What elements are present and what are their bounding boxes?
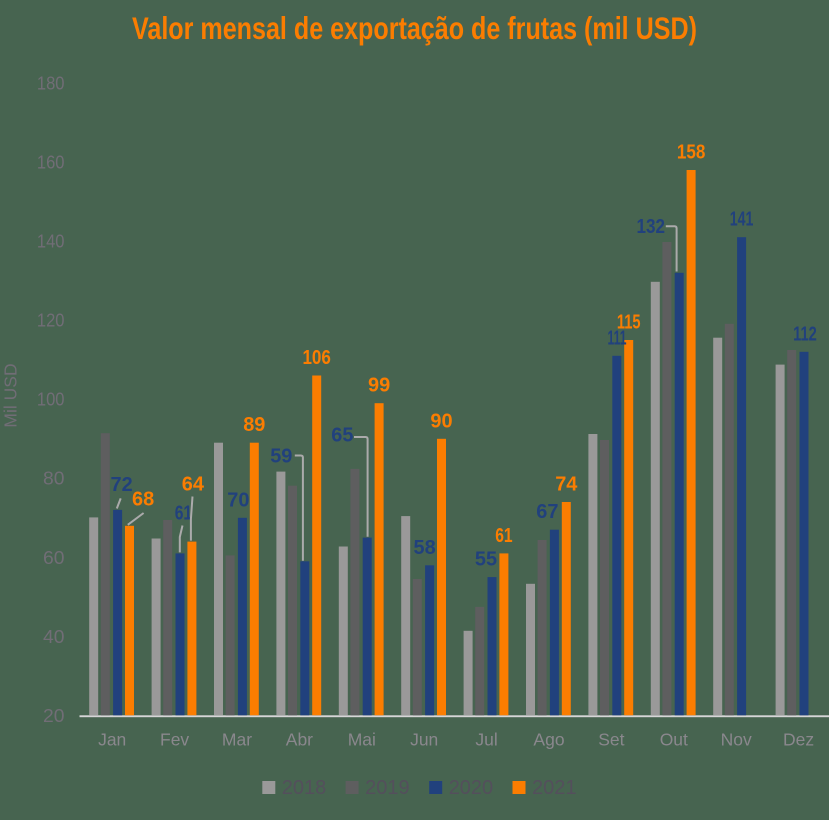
svg-text:Mil USD: Mil USD [1, 363, 21, 427]
svg-text:70: 70 [227, 488, 249, 511]
svg-text:72: 72 [111, 473, 133, 496]
svg-text:Ago: Ago [533, 730, 564, 750]
svg-text:Valor mensal de exportação de: Valor mensal de exportação de frutas (mi… [132, 10, 697, 46]
svg-text:Set: Set [598, 730, 624, 750]
svg-text:89: 89 [243, 413, 265, 436]
svg-text:112: 112 [793, 322, 817, 345]
svg-text:Jul: Jul [475, 730, 497, 750]
svg-text:Mai: Mai [348, 730, 376, 750]
svg-text:59: 59 [270, 445, 292, 468]
svg-text:20: 20 [43, 706, 65, 726]
svg-text:60: 60 [43, 548, 65, 568]
svg-text:Fev: Fev [160, 730, 189, 750]
svg-text:132: 132 [637, 215, 666, 238]
svg-text:68: 68 [132, 488, 154, 511]
svg-text:180: 180 [37, 73, 65, 93]
svg-text:Jun: Jun [410, 730, 438, 750]
svg-text:141: 141 [730, 208, 754, 231]
svg-text:100: 100 [37, 390, 65, 410]
svg-text:55: 55 [475, 548, 497, 571]
svg-text:40: 40 [43, 627, 65, 647]
svg-text:90: 90 [430, 409, 452, 432]
svg-text:Mar: Mar [222, 730, 252, 750]
svg-text:74: 74 [555, 473, 578, 496]
svg-text:111: 111 [608, 326, 627, 349]
svg-text:67: 67 [536, 500, 558, 523]
svg-text:99: 99 [368, 374, 390, 397]
svg-text:160: 160 [37, 153, 65, 173]
svg-text:65: 65 [331, 424, 353, 447]
svg-text:2019: 2019 [365, 777, 410, 799]
svg-text:120: 120 [37, 311, 65, 331]
svg-text:2021: 2021 [532, 777, 577, 799]
svg-text:80: 80 [43, 469, 65, 489]
svg-text:140: 140 [37, 232, 65, 252]
svg-text:106: 106 [302, 346, 331, 369]
svg-text:158: 158 [677, 141, 706, 164]
svg-text:58: 58 [414, 536, 436, 559]
svg-text:2018: 2018 [282, 777, 327, 799]
svg-text:61: 61 [175, 501, 192, 524]
svg-text:Dez: Dez [783, 730, 814, 750]
svg-text:Nov: Nov [721, 730, 752, 750]
svg-text:Jan: Jan [98, 730, 126, 750]
svg-text:2020: 2020 [449, 777, 494, 799]
svg-text:Out: Out [660, 730, 688, 750]
svg-text:Abr: Abr [286, 730, 313, 750]
svg-text:61: 61 [495, 524, 512, 547]
svg-text:115: 115 [617, 311, 641, 334]
svg-text:64: 64 [182, 473, 205, 496]
